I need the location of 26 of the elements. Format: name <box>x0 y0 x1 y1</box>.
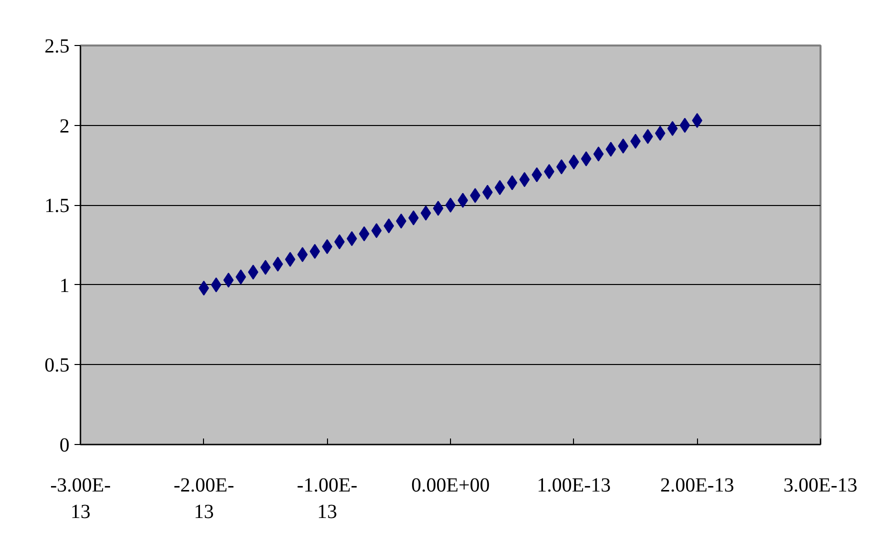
y-tick-label: 1 <box>60 274 70 297</box>
x-tick-label: 0.00E+00 <box>411 474 490 496</box>
x-tick-label: 3.00E-13 <box>784 474 858 496</box>
y-tick-label: 2.5 <box>44 36 70 58</box>
x-tick-label: 2.00E-13 <box>660 474 734 496</box>
point <box>482 184 493 200</box>
point <box>519 172 530 188</box>
point <box>593 146 604 162</box>
point <box>334 234 345 250</box>
y-tick-label: 1.5 <box>44 195 70 218</box>
point <box>556 159 567 174</box>
y-tick-label: 0.5 <box>44 354 70 377</box>
point <box>260 260 271 275</box>
x-tick-label: -1.00E-13 <box>296 474 358 523</box>
point <box>630 134 641 149</box>
point <box>667 120 678 136</box>
x-tick-label: -2.00E-13 <box>174 474 234 523</box>
point <box>223 272 234 288</box>
y-tick-label: 0 <box>60 434 70 456</box>
point <box>408 210 419 226</box>
y-tick-label: 2 <box>60 115 70 138</box>
point <box>445 198 456 213</box>
x-tick-label: -3.00E-13 <box>50 474 111 523</box>
x-tick-label: 1.00E-13 <box>536 474 611 496</box>
point <box>371 223 382 238</box>
point <box>297 247 308 262</box>
